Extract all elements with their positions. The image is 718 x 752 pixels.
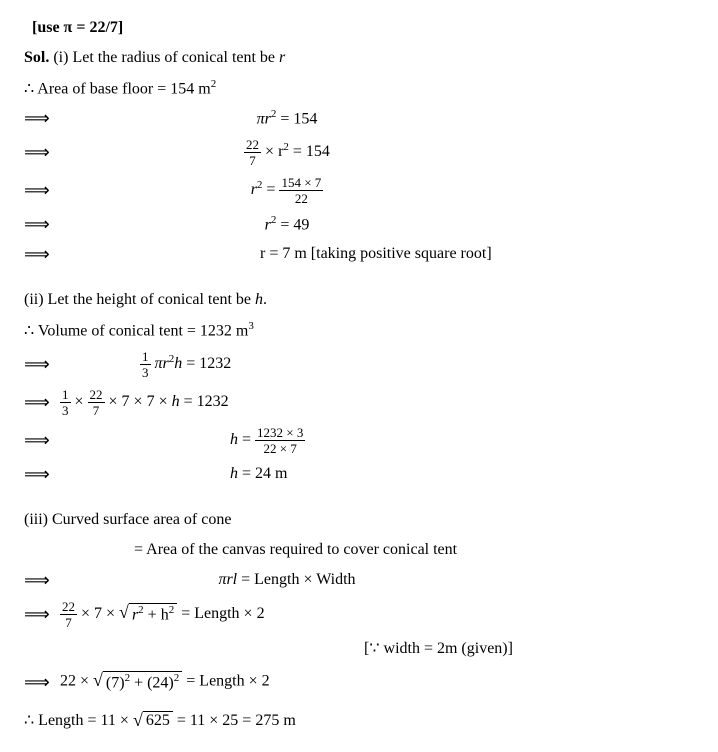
implies-icon: ⟹	[24, 354, 60, 375]
implies-icon: ⟹	[24, 392, 60, 413]
p1-therefore: ∴ Area of base floor = 154 m2	[24, 74, 694, 102]
p2-step2: ⟹ 13 × 227 × 7 × 7 × h = 1232	[24, 384, 694, 420]
sol-label: Sol.	[24, 49, 49, 66]
p1-step4: ⟹ r2 = 49	[24, 210, 694, 238]
p1-step2: ⟹ 227 × r2 = 154	[24, 134, 694, 170]
p1-step5: ⟹ r = 7 m [taking positive square root]	[24, 240, 694, 268]
p2-step1: ⟹ 13 πr2h = 1232	[24, 346, 694, 382]
implies-icon: ⟹	[24, 108, 60, 129]
p1-therefore-text: ∴ Area of base floor = 154 m	[24, 80, 211, 97]
p3-eq-desc: = Area of the canvas required to cover c…	[24, 536, 694, 564]
p2-therefore: ∴ Volume of conical tent = 1232 m3	[24, 316, 694, 344]
implies-icon: ⟹	[24, 214, 60, 235]
implies-icon: ⟹	[24, 464, 60, 485]
implies-icon: ⟹	[24, 604, 60, 625]
implies-icon: ⟹	[24, 570, 60, 591]
p2-step3: ⟹ h = 1232 × 322 × 7	[24, 422, 694, 458]
p1-intro: Sol. (i) Let the radius of conical tent …	[24, 44, 694, 72]
p1-step3: ⟹ r2 = 154 × 722	[24, 172, 694, 208]
implies-icon: ⟹	[24, 180, 60, 201]
p1-intro-text: (i) Let the radius of conical tent be	[53, 49, 279, 66]
p3-intro: (iii) Curved surface area of cone	[24, 506, 694, 534]
implies-icon: ⟹	[24, 244, 60, 265]
p1-sq: 2	[211, 78, 217, 90]
p3-step2: ⟹ 227 × 7 × √r2 + h2 = Length × 2	[24, 596, 694, 632]
p1-intro-var: r	[279, 49, 285, 66]
p1-step1: ⟹ πr2 = 154	[24, 104, 694, 132]
p3-step4: ∴ Length = 11 × √625 = 11 × 25 = 275 m	[24, 702, 694, 738]
p3-note: [∵ width = 2m (given)]	[24, 634, 694, 662]
implies-icon: ⟹	[24, 672, 60, 693]
implies-icon: ⟹	[24, 430, 60, 451]
use-pi-text: [use π = 22/7]	[24, 19, 123, 37]
p3-step3: ⟹ 22 × √(7)2 + (24)2 = Length × 2	[24, 664, 694, 700]
p3-step1: ⟹ πrl = Length × Width	[24, 566, 694, 594]
p2-step4: ⟹ h = 24 m	[24, 460, 694, 488]
use-pi-note: [use π = 22/7]	[24, 14, 694, 42]
p2-intro: (ii) Let the height of conical tent be h…	[24, 286, 694, 314]
implies-icon: ⟹	[24, 142, 60, 163]
